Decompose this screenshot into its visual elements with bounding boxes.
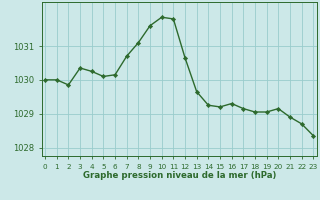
- X-axis label: Graphe pression niveau de la mer (hPa): Graphe pression niveau de la mer (hPa): [83, 171, 276, 180]
